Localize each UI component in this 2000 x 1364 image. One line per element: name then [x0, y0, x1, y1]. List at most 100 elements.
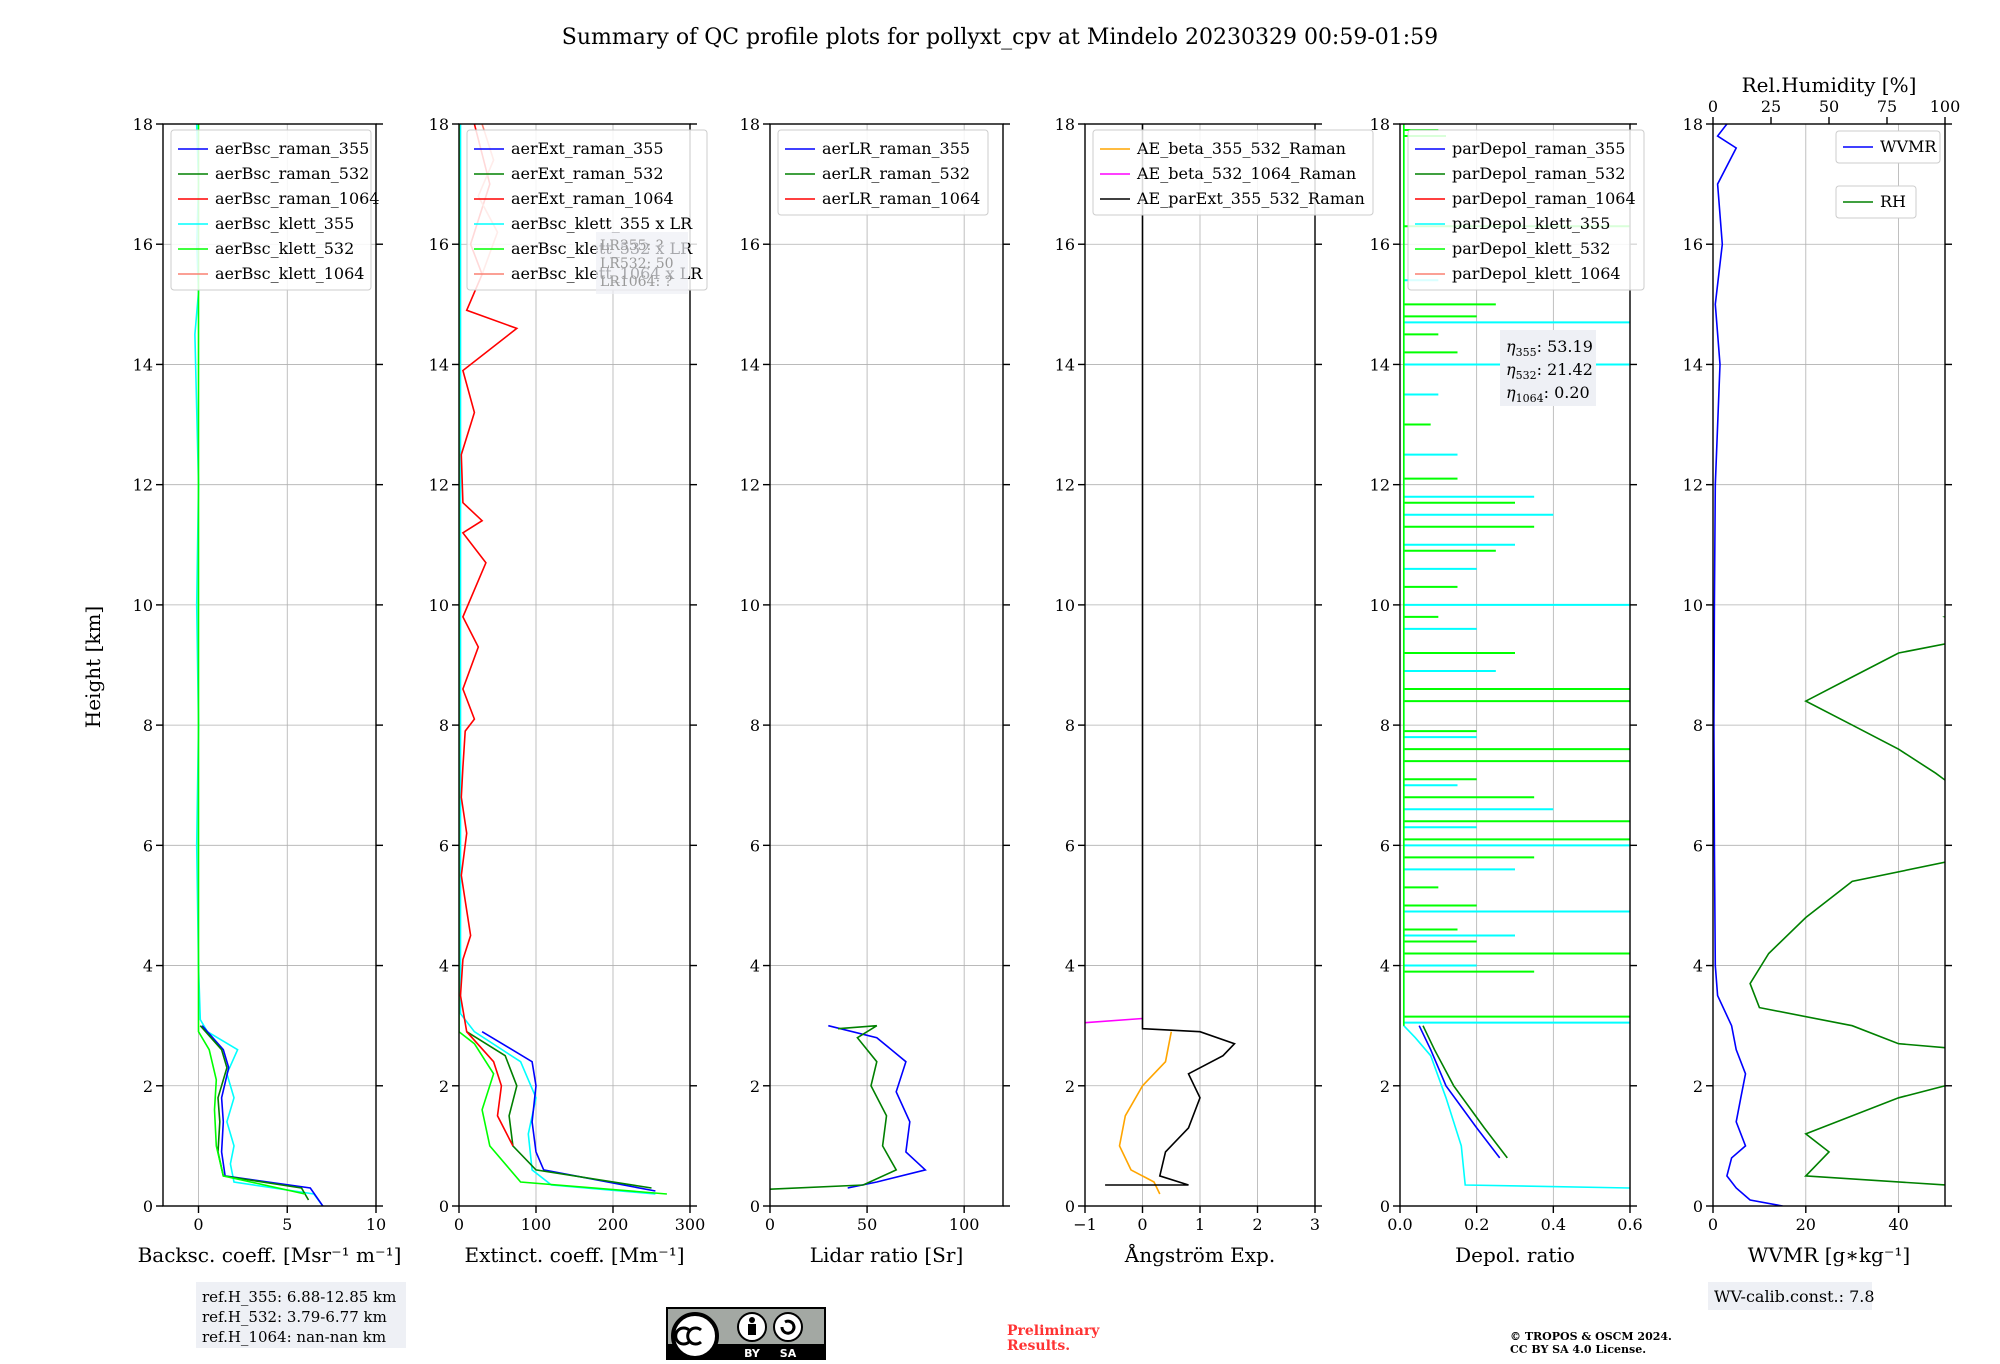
- y-tick-label: 14: [1055, 355, 1075, 374]
- y-tick-label: 0: [1065, 1197, 1075, 1216]
- x-axis-label: Backsc. coeff. [Msr⁻¹ m⁻¹]: [138, 1243, 402, 1267]
- y-tick-label: 6: [1380, 836, 1390, 855]
- y-tick-label: 4: [1065, 957, 1075, 976]
- y-tick-label: 14: [429, 355, 449, 374]
- y-tick-label: 10: [1683, 596, 1703, 615]
- y-tick-label: 4: [1380, 957, 1390, 976]
- legend-label: aerLR_raman_1064: [822, 189, 980, 208]
- x-tick-label: 0.2: [1464, 1215, 1489, 1234]
- eta-subscript: 1064: [1516, 392, 1544, 405]
- legend-label: aerBsc_klett_1064: [215, 264, 364, 283]
- x2-tick-label: 75: [1877, 97, 1897, 116]
- y-tick-label: 18: [740, 115, 760, 134]
- panel-ext: 0 2 4 6 8 10 12 14 16 18 0 100 200 300 Extinct. coeff.…: [429, 115, 708, 1267]
- figure-title: Summary of QC profile plots for pollyxt_…: [562, 25, 1438, 50]
- legend-label: aerLR_raman_532: [822, 164, 970, 183]
- y-tick-label: 10: [429, 596, 449, 615]
- legend-label: parDepol_klett_532: [1452, 239, 1610, 258]
- lr-info-bg: [596, 232, 688, 294]
- ref-height-box: ref.H_355: 6.88-12.85 km ref.H_532: 3.79…: [196, 1282, 406, 1348]
- y-tick-label: 0: [1380, 1197, 1390, 1216]
- eta-value: : 0.20: [1544, 383, 1590, 402]
- x-tick-label: 1: [1195, 1215, 1205, 1234]
- by-body-icon: [748, 1324, 756, 1335]
- series-pardepol-raman-532: [1422, 1025, 1508, 1159]
- series-group: [1085, 124, 1236, 1195]
- y-tick-label: 2: [1380, 1077, 1390, 1096]
- copyright-line-1: © TROPOS & OSCM 2024.: [1510, 1330, 1672, 1343]
- legend-label: aerBsc_klett_532: [215, 239, 354, 258]
- series-pardepol-klett-355: [1403, 124, 1630, 1189]
- x-tick-label: 0: [1708, 1215, 1718, 1234]
- lr-info-box: LR355: ? LR532: 50 LR1064: ?: [596, 232, 688, 294]
- y-axis-label: Height [km]: [81, 606, 105, 728]
- panel-lr: 0 2 4 6 8 10 12 14 16 18 0 50 100 Lidar ratio [Sr] aer…: [740, 115, 1010, 1267]
- cc-by-text: BY: [744, 1347, 761, 1360]
- x-axis-label: Lidar ratio [Sr]: [810, 1243, 964, 1267]
- legend-bg: [777, 129, 989, 216]
- legend: aerBsc_raman_355 aerBsc_raman_532 aerBsc_r…: [170, 129, 380, 291]
- y-tick-label: 14: [133, 355, 153, 374]
- x-tick-label: 100: [521, 1215, 552, 1234]
- y-tick-label: 12: [1683, 476, 1703, 495]
- x-tick-label: 0: [193, 1215, 203, 1234]
- x-tick-label: 0: [765, 1215, 775, 1234]
- cc-icon: [671, 1312, 719, 1360]
- series-aerbsc-klett-532: [197, 124, 306, 1195]
- y-tick-label: 8: [1380, 716, 1390, 735]
- legend-label: aerBsc_raman_1064: [215, 189, 380, 208]
- series-wvmr: [1713, 124, 1783, 1206]
- x-tick-label: 20: [1796, 1215, 1816, 1234]
- y-tick-label: 6: [1065, 836, 1075, 855]
- y-tick-label: 18: [1370, 115, 1390, 134]
- y-tick-label: 4: [750, 957, 760, 976]
- sa-icon: [773, 1312, 803, 1342]
- series-aerext-raman-1064: [459, 124, 519, 1147]
- y-tick-label: 8: [439, 716, 449, 735]
- y-tick-label: 10: [133, 596, 153, 615]
- ref-height-532: ref.H_532: 3.79-6.77 km: [202, 1308, 387, 1326]
- legend-bg: [1835, 185, 1917, 219]
- ref-height-1064: ref.H_1064: nan-nan km: [202, 1328, 386, 1346]
- y-tick-label: 10: [740, 596, 760, 615]
- eta-symbol: η: [1506, 383, 1516, 402]
- x-tick-label: 40: [1888, 1215, 1908, 1234]
- series-group: [770, 1024, 927, 1190]
- legend-label: aerExt_raman_355: [511, 139, 664, 158]
- y-tick-label: 0: [439, 1197, 449, 1216]
- y-tick-label: 18: [1055, 115, 1075, 134]
- y-tick-label: 6: [439, 836, 449, 855]
- legend-bg: [1092, 129, 1374, 216]
- cc-sa-text: SA: [780, 1347, 797, 1360]
- y-tick-label: 6: [750, 836, 760, 855]
- y-tick-label: 6: [143, 836, 153, 855]
- x-tick-label: 100: [949, 1215, 980, 1234]
- x-tick-label: 50: [857, 1215, 877, 1234]
- lr-info-line: LR1064: ?: [600, 274, 672, 290]
- series-aerlr-raman-532: [770, 1024, 898, 1190]
- series-aerbsc-raman-532: [199, 1025, 310, 1201]
- y-tick-label: 10: [1055, 596, 1075, 615]
- x-tick-label: −1: [1073, 1215, 1097, 1234]
- y-tick-label: 0: [143, 1197, 153, 1216]
- axes-frame: [769, 123, 1004, 1207]
- y-tick-label: 2: [750, 1077, 760, 1096]
- axes-frame: [162, 123, 377, 1207]
- y-tick-label: 16: [429, 235, 449, 254]
- eta-532: η532: 21.42: [1506, 360, 1593, 382]
- y-tick-label: 2: [143, 1077, 153, 1096]
- panel-depol: 0 2 4 6 8 10 12 14 16 18 0.0 0.2 0.4 0.6 Depol. ratio p…: [1370, 115, 1645, 1267]
- legend-label: aerLR_raman_355: [822, 139, 970, 158]
- eta-box-bg: [1500, 330, 1596, 406]
- cc-license-badge: BY SA: [666, 1307, 826, 1363]
- y-tick-label: 4: [439, 957, 449, 976]
- series-aerext-raman-355: [481, 1031, 656, 1192]
- y-tick-label: 2: [439, 1077, 449, 1096]
- y-tick-label: 8: [143, 716, 153, 735]
- x-tick-label: 200: [598, 1215, 629, 1234]
- y-tick-label: 8: [750, 716, 760, 735]
- cc-letters-icon: [674, 1326, 702, 1346]
- x2-tick-label: 100: [1930, 97, 1961, 116]
- wv-calib-box: WV-calib.const.: 7.8: [1708, 1282, 1875, 1310]
